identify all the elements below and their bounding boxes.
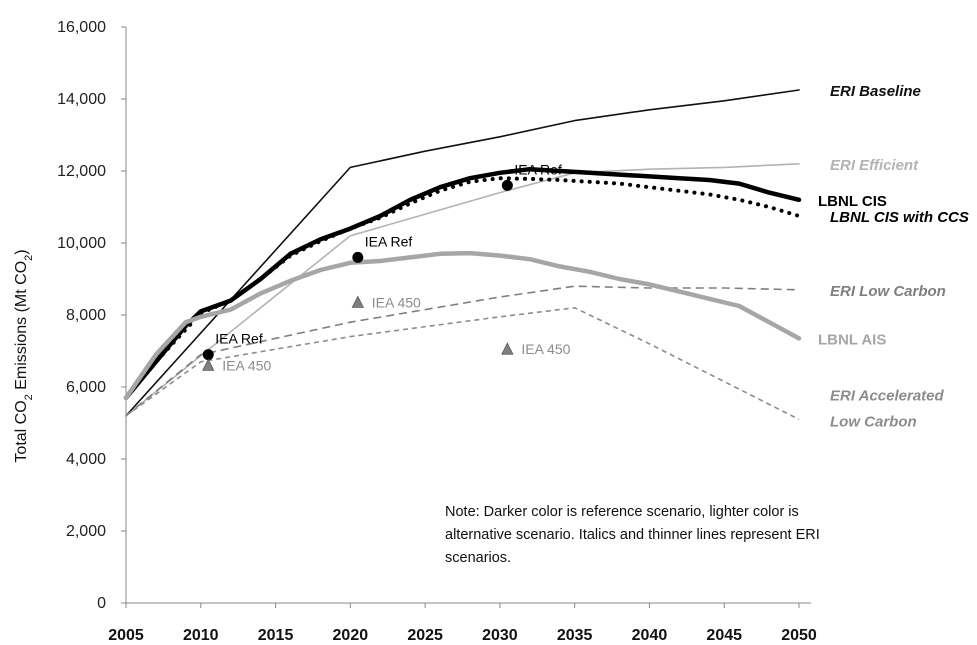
- series-line: [125, 89, 800, 417]
- series-label: ERI Accelerated: [830, 387, 945, 404]
- series-label: ERI Low Carbon: [830, 283, 946, 300]
- series-line: [124, 176, 801, 400]
- y-axis-label-part: Emissions (Mt CO: [13, 261, 30, 394]
- y-tick-label: 10,000: [57, 235, 106, 252]
- axes: [121, 26, 811, 608]
- series-line: [123, 166, 802, 401]
- iea-450-marker: [501, 342, 514, 355]
- marker-label: IEA 450: [222, 357, 271, 373]
- x-tick-labels: 2005 2010 2015 2020 2025 2030 2035 2040 2045 2050: [108, 627, 817, 644]
- y-tick-labels: 0 2,000 4,000 6,000 8,000 10,000 12,000 14,000 1…: [57, 19, 106, 612]
- marker-label: IEA 450: [521, 341, 570, 357]
- iea-ref-marker: [352, 251, 364, 263]
- series-label: Low Carbon: [830, 413, 917, 430]
- series-label: LBNL AIS: [818, 331, 886, 348]
- y-tick-label: 8,000: [66, 307, 106, 324]
- iea-ref-marker: [202, 349, 214, 361]
- series-label: LBNL CIS with CCS: [830, 209, 969, 226]
- marker-label: IEA Ref: [514, 161, 562, 177]
- series-line: [125, 285, 800, 417]
- y-axis-label-part: Total CO: [13, 400, 30, 462]
- series-line: [125, 306, 800, 421]
- marker-label: IEA 450: [372, 294, 421, 310]
- marker-label: IEA Ref: [365, 233, 413, 249]
- y-axis-label-part: ): [13, 249, 30, 254]
- x-tick-label: 2015: [258, 627, 294, 644]
- y-tick-label: 12,000: [57, 163, 106, 180]
- x-tick-label: 2040: [632, 627, 668, 644]
- iea-ref-marker: [501, 179, 513, 191]
- iea-450-marker: [351, 295, 364, 308]
- y-axis-label-subscript: 2: [23, 255, 35, 261]
- x-tick-label: 2010: [183, 627, 219, 644]
- chart-note: Note: Darker color is reference scenario…: [445, 504, 820, 566]
- y-tick-label: 14,000: [57, 91, 106, 108]
- y-axis-label-subscript: 2: [23, 394, 35, 400]
- x-tick-label: 2005: [108, 627, 144, 644]
- x-tick-label: 2045: [706, 627, 742, 644]
- series-label: ERI Baseline: [830, 83, 921, 100]
- series-label: LBNL CIS: [818, 193, 887, 210]
- series-lines: [123, 89, 802, 421]
- x-tick-label: 2050: [781, 627, 817, 644]
- x-tick-label: 2025: [407, 627, 443, 644]
- y-tick-label: 6,000: [66, 379, 106, 396]
- x-tick-label: 2035: [557, 627, 593, 644]
- y-tick-label: 4,000: [66, 451, 106, 468]
- y-tick-label: 16,000: [57, 19, 106, 36]
- y-tick-label: 0: [97, 595, 106, 612]
- series-line: [123, 250, 802, 401]
- marker-label: IEA Ref: [215, 331, 263, 347]
- series-line: [125, 163, 800, 417]
- y-tick-label: 2,000: [66, 523, 106, 540]
- x-tick-label: 2020: [333, 627, 369, 644]
- markers: IEA Ref IEA Ref IEA Ref IEA 450 IEA 450 IEA 4…: [202, 161, 571, 373]
- x-tick-label: 2030: [482, 627, 518, 644]
- y-axis-label: Total CO2 Emissions (Mt CO2): [13, 249, 35, 462]
- series-label: ERI Efficient: [830, 157, 919, 174]
- iea-450-marker: [202, 358, 215, 371]
